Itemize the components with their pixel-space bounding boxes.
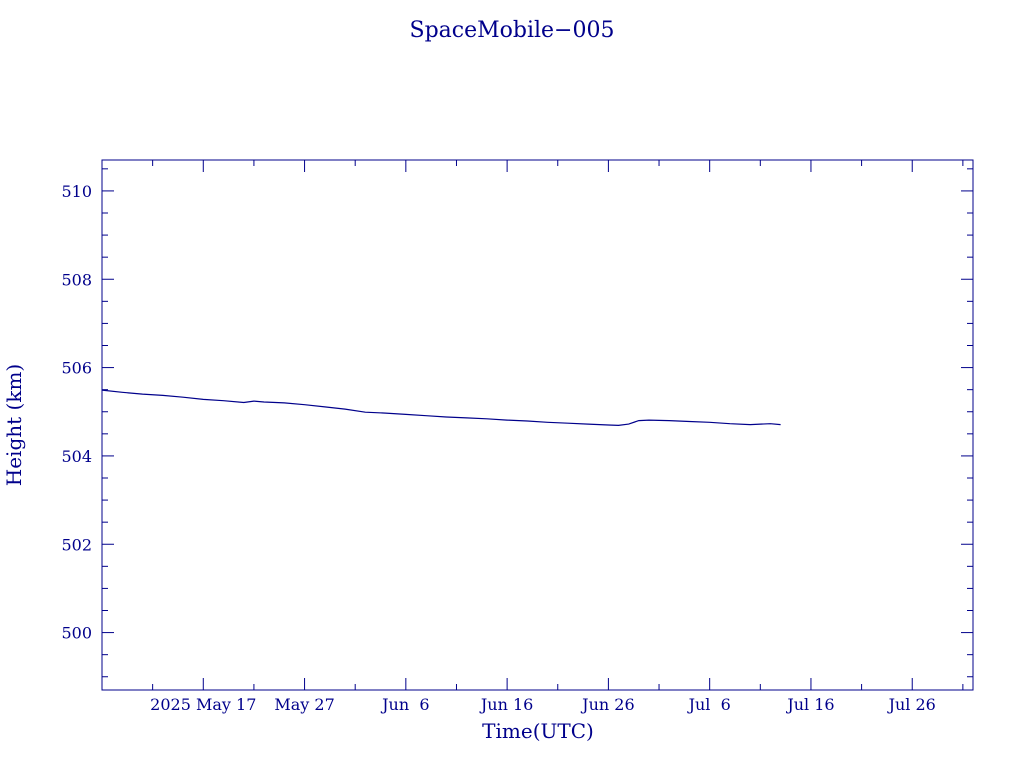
y-tick-label: 508 bbox=[61, 270, 92, 289]
y-tick-label: 500 bbox=[61, 624, 92, 643]
x-tick-label: Jun 6 bbox=[380, 695, 429, 714]
plot-frame bbox=[101, 159, 974, 691]
x-tick-label: Jun 26 bbox=[580, 695, 634, 714]
x-tick-label: Jul 26 bbox=[887, 695, 936, 714]
x-tick-label: Jul 6 bbox=[687, 695, 731, 714]
chart-title: SpaceMobile−005 bbox=[410, 18, 615, 43]
y-tick-label: 504 bbox=[61, 447, 92, 466]
y-axis-label: Height (km) bbox=[2, 364, 26, 486]
series-line bbox=[101, 389, 781, 427]
x-tick-label: 2025 May 17 bbox=[150, 695, 256, 714]
y-tick-label: 510 bbox=[61, 182, 92, 201]
x-tick-label: May 27 bbox=[274, 695, 334, 714]
x-tick-label: Jul 16 bbox=[785, 695, 834, 714]
x-axis-label: Time(UTC) bbox=[482, 719, 594, 743]
axis-ticks bbox=[101, 160, 973, 690]
tick-labels: 2025 May 17 May 27 Jun 6 Jun 16 Jun 26 Jul 6 J… bbox=[61, 182, 935, 714]
x-tick-label: Jun 16 bbox=[479, 695, 533, 714]
y-tick-label: 506 bbox=[61, 359, 92, 378]
y-tick-label: 502 bbox=[61, 535, 92, 554]
